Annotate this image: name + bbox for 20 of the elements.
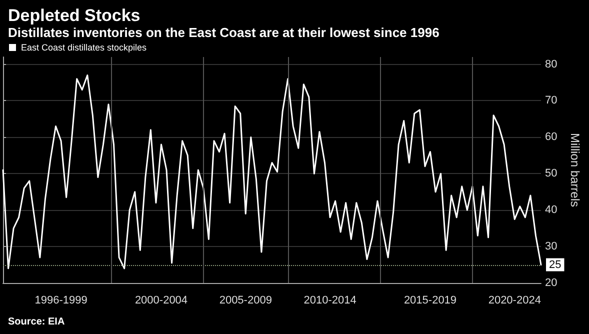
- y-tick-label: 70: [545, 94, 558, 107]
- chart-title: Depleted Stocks: [8, 6, 140, 25]
- x-tick-label: 2015-2019: [404, 294, 457, 306]
- x-tick-label: 1996-1999: [34, 294, 88, 306]
- x-tick-label: 2010-2014: [304, 294, 356, 306]
- ref-line-label: 25: [549, 258, 562, 271]
- y-tick-label: 20: [545, 277, 558, 289]
- x-tick-label: 2005-2009: [219, 294, 272, 306]
- x-tick-label: 2000-2004: [134, 294, 188, 306]
- chart-subtitle: Distillates inventories on the East Coast are at their lowest since 1996: [8, 25, 440, 40]
- legend-label: East Coast distillates stockpiles: [21, 42, 148, 52]
- line-series: [2, 74, 542, 270]
- y-axis-title: Million barrels: [568, 132, 582, 208]
- x-tick-label: 2020-2024: [488, 294, 541, 306]
- y-tick-label: 60: [545, 131, 558, 144]
- source-note: Source: EIA: [8, 316, 65, 328]
- y-tick-label: 40: [545, 204, 558, 216]
- y-tick-label: 30: [545, 240, 558, 253]
- y-tick-label: 50: [545, 168, 558, 180]
- y-tick-label: 80: [545, 58, 558, 70]
